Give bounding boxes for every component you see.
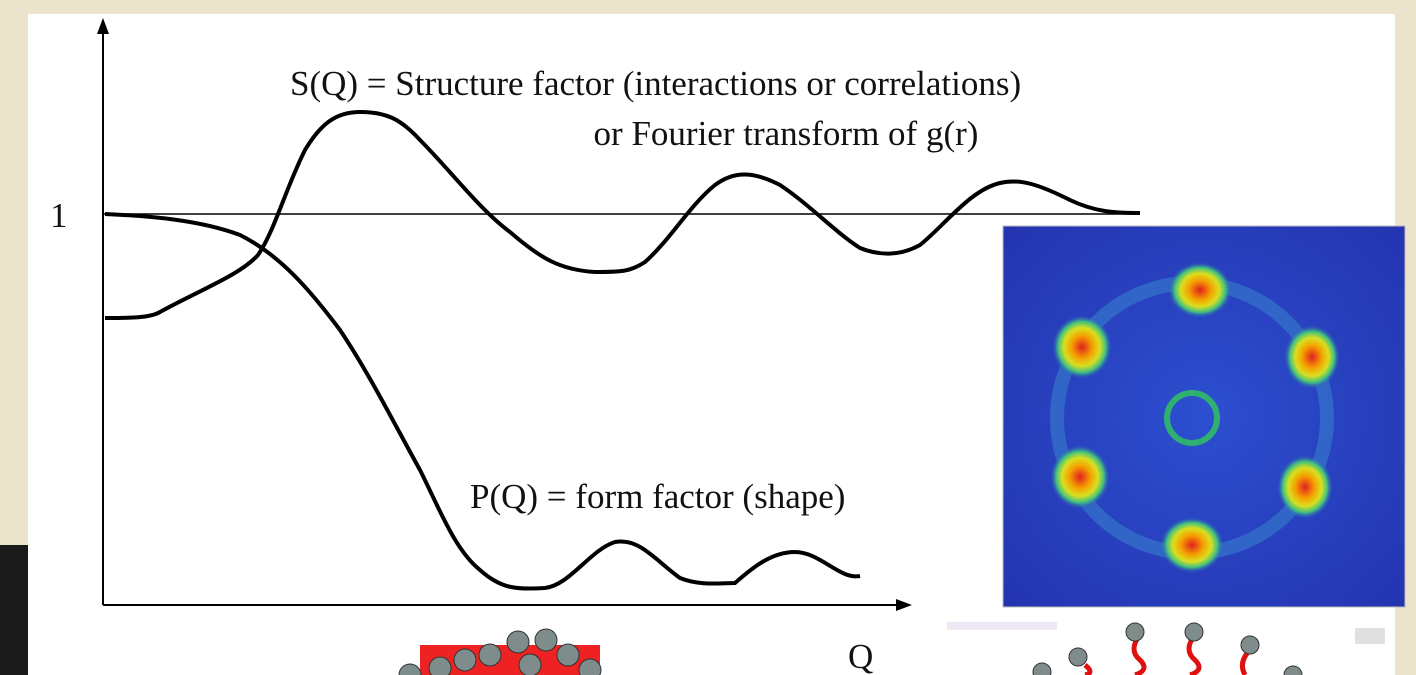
dark-block: [0, 545, 28, 675]
q-label: Q: [848, 637, 873, 675]
s-q-label-2: or Fourier transform of g(r): [594, 114, 979, 153]
x-arrow: [896, 599, 912, 611]
y-arrow: [97, 18, 109, 34]
surfactant-sketch: [947, 622, 1385, 675]
form-factor-curve: [104, 212, 861, 591]
micelle-sketch: [398, 628, 602, 675]
unity-label: 1: [50, 196, 68, 235]
s-q-label: S(Q) = Structure factor (interactions or…: [290, 64, 1021, 103]
diffraction-image: [1002, 225, 1406, 608]
structure-factor-curve: [104, 109, 1141, 320]
p-q-label: P(Q) = form factor (shape): [470, 477, 845, 516]
